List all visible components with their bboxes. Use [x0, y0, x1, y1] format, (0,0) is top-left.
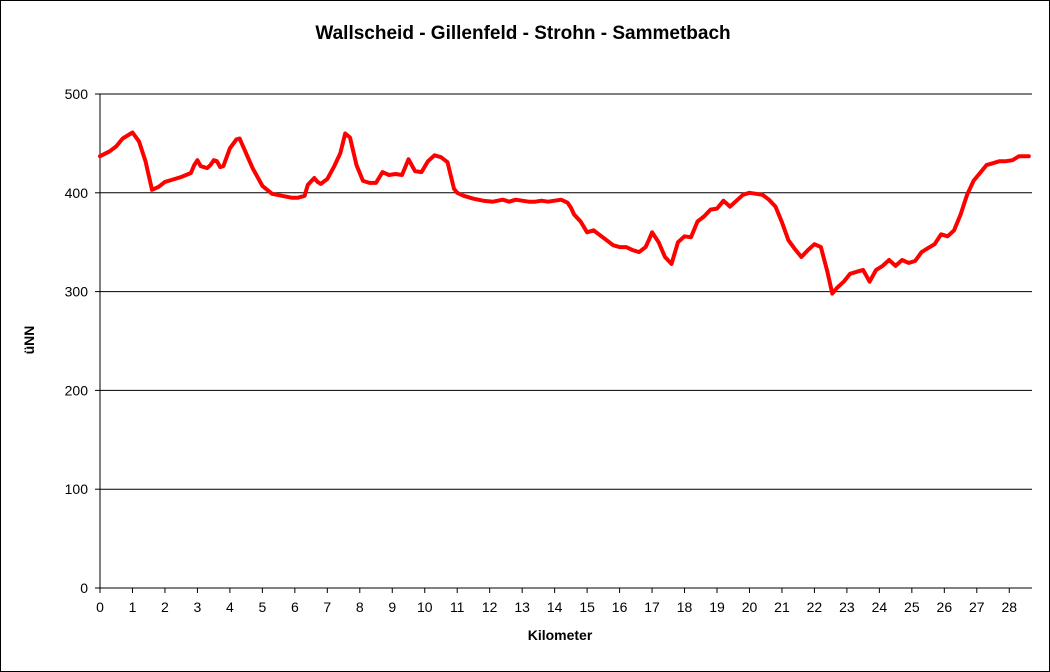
x-tick-label: 15	[579, 599, 595, 615]
y-tick-label: 100	[65, 481, 89, 497]
x-tick-label: 8	[356, 599, 364, 615]
x-tick-label: 25	[904, 599, 920, 615]
x-tick-label: 9	[388, 599, 396, 615]
y-tick-label: 500	[65, 86, 89, 102]
x-tick-label: 16	[612, 599, 628, 615]
x-tick-label: 28	[1001, 599, 1017, 615]
y-tick-label: 200	[65, 382, 89, 398]
x-tick-label: 17	[644, 599, 660, 615]
x-tick-label: 2	[161, 599, 169, 615]
axes	[95, 93, 1032, 593]
x-tick-label: 6	[291, 599, 299, 615]
x-tick-label: 20	[742, 599, 758, 615]
x-tick-label: 4	[226, 599, 234, 615]
chart-title: Wallscheid - Gillenfeld - Strohn - Samme…	[315, 23, 730, 44]
x-tick-label: 19	[709, 599, 725, 615]
x-tick-label: 27	[969, 599, 985, 615]
x-tick-label: 18	[677, 599, 693, 615]
series-group	[98, 130, 1031, 296]
x-axis-title: Kilometer	[528, 627, 593, 643]
x-tick-label: 7	[323, 599, 331, 615]
gridlines	[100, 93, 1032, 490]
x-tick-label: 23	[839, 599, 855, 615]
x-tick-label: 24	[872, 599, 888, 615]
x-tick-label: 13	[514, 599, 530, 615]
x-tick-label: 22	[807, 599, 823, 615]
x-tick-label: 1	[129, 599, 137, 615]
x-tick-labels: 0 1 2 3 4 5 6 7 8 9 10 11 12 13 14 15 16 17 18 19 20 21 22 23 24…	[96, 599, 1017, 615]
x-tick-label: 12	[482, 599, 498, 615]
x-tick-label: 21	[774, 599, 790, 615]
series-line-0	[98, 130, 1031, 296]
x-tick-label: 5	[258, 599, 266, 615]
y-tick-label: 300	[65, 284, 89, 300]
y-axis-title: üNN	[21, 326, 37, 355]
x-tick-label: 3	[194, 599, 202, 615]
y-tick-label: 0	[80, 580, 88, 596]
y-tick-label: 400	[65, 185, 89, 201]
x-tick-label: 11	[450, 599, 465, 615]
x-tick-label: 0	[96, 599, 104, 615]
x-tick-label: 10	[417, 599, 433, 615]
y-tick-labels: 0 100 200 300 400 500	[65, 86, 89, 596]
x-tick-label: 26	[937, 599, 953, 615]
x-tick-label: 14	[547, 599, 563, 615]
